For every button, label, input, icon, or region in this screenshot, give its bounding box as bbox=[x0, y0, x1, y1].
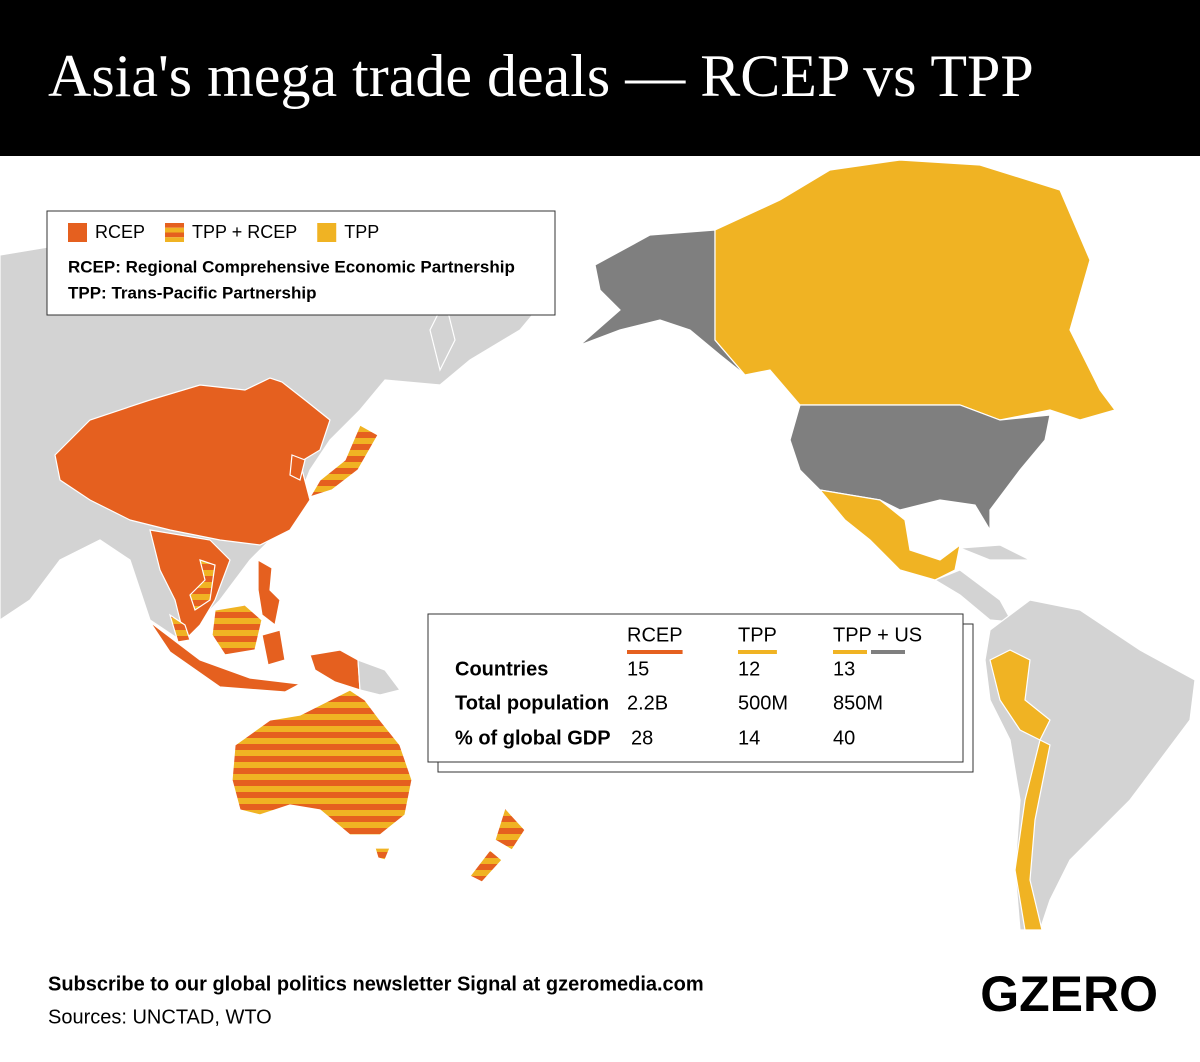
australia bbox=[231, 689, 413, 836]
table-cell: 28 bbox=[631, 727, 653, 749]
table-cell: 2.2B bbox=[627, 692, 668, 714]
row-label: % of global GDP bbox=[455, 727, 611, 749]
legend-definition: RCEP: Regional Comprehensive Economic Pa… bbox=[68, 257, 515, 276]
korea bbox=[289, 454, 306, 481]
legend-box bbox=[46, 210, 556, 316]
tasmania bbox=[374, 847, 391, 861]
peru bbox=[989, 649, 1051, 741]
legend-swatch bbox=[68, 223, 87, 242]
table-cell: 13 bbox=[833, 658, 855, 680]
table-box bbox=[427, 613, 964, 763]
cuba bbox=[959, 544, 1031, 561]
column-header: TPP + US bbox=[833, 624, 922, 646]
papua bbox=[357, 659, 402, 696]
column-underline bbox=[833, 650, 867, 654]
legend-swatch-stripe bbox=[165, 227, 185, 233]
legend-definition: TPP: Trans-Pacific Partnership bbox=[68, 283, 316, 302]
legend-label: TPP bbox=[344, 222, 379, 242]
stats-table: RCEP TPP TPP + US Countries 15 12 13 Total popu… bbox=[455, 624, 922, 749]
south-america bbox=[984, 599, 1196, 931]
legend-swatch bbox=[317, 223, 337, 242]
southeast-asia bbox=[149, 529, 231, 642]
nz-north bbox=[494, 806, 526, 851]
legend-swatch-stripe bbox=[165, 232, 185, 238]
column-header: TPP bbox=[738, 624, 777, 646]
philippines bbox=[257, 558, 281, 627]
subscribe-line: Subscribe to our global politics newslet… bbox=[48, 973, 704, 995]
united-states bbox=[789, 404, 1051, 533]
china bbox=[54, 377, 331, 546]
header-band bbox=[0, 0, 1200, 156]
row-label: Total population bbox=[455, 692, 609, 714]
table-cell: 500M bbox=[738, 692, 788, 714]
mexico bbox=[818, 489, 961, 581]
column-header: RCEP bbox=[627, 624, 683, 646]
canada bbox=[714, 159, 1117, 421]
map bbox=[0, 159, 1196, 931]
column-underline bbox=[871, 650, 905, 654]
sources: Sources: UNCTAD, WTO bbox=[48, 1006, 272, 1028]
japan bbox=[308, 424, 379, 499]
title: Asia's mega trade deals — RCEP vs TPP bbox=[48, 43, 1034, 109]
legend-swatch-stripe bbox=[165, 237, 185, 242]
borneo bbox=[211, 604, 263, 656]
row-label: Countries bbox=[455, 658, 548, 680]
logo: GZERO bbox=[980, 966, 1158, 1022]
nz-south bbox=[469, 849, 503, 883]
chile bbox=[1014, 739, 1051, 931]
sulawesi bbox=[261, 629, 286, 666]
column-underline bbox=[738, 650, 777, 654]
table-cell: 40 bbox=[833, 727, 855, 749]
table-cell: 14 bbox=[738, 727, 760, 749]
malaysia bbox=[168, 613, 191, 643]
table-cell: 12 bbox=[738, 658, 760, 680]
column-underline bbox=[627, 650, 683, 654]
legend-swatch-stripe bbox=[165, 223, 185, 228]
table-cell: 15 bbox=[627, 658, 649, 680]
vietnam bbox=[189, 559, 216, 611]
legend-label: TPP + RCEP bbox=[192, 222, 297, 242]
indonesia bbox=[149, 621, 302, 693]
table-cell: 850M bbox=[833, 692, 883, 714]
new-guinea bbox=[309, 649, 361, 691]
legend-label: RCEP bbox=[95, 222, 145, 242]
legend: RCEP TPP + RCEP TPP bbox=[68, 222, 379, 242]
